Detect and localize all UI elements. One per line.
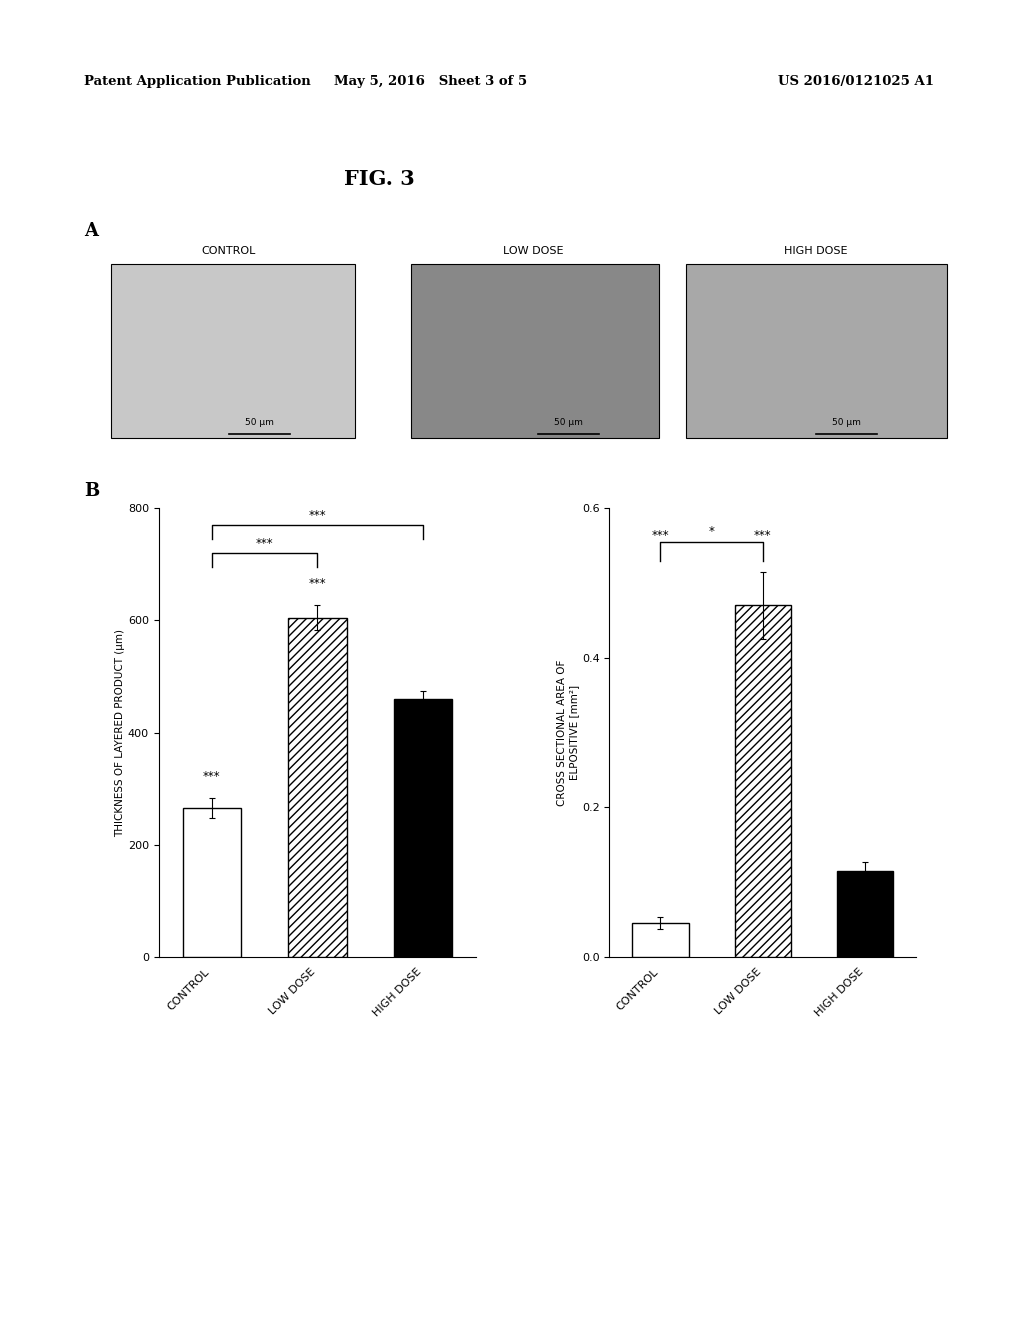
FancyBboxPatch shape	[112, 264, 355, 438]
Text: FIG. 3: FIG. 3	[343, 169, 415, 189]
Text: ***: ***	[308, 577, 327, 590]
Y-axis label: THICKNESS OF LAYERED PRODUCT (μm): THICKNESS OF LAYERED PRODUCT (μm)	[115, 628, 125, 837]
Text: US 2016/0121025 A1: US 2016/0121025 A1	[778, 75, 934, 88]
Text: ***: ***	[651, 529, 670, 541]
Y-axis label: CROSS SECTIONAL AREA OF
ELPOSITIVE [mm²]: CROSS SECTIONAL AREA OF ELPOSITIVE [mm²]	[557, 660, 579, 805]
FancyBboxPatch shape	[412, 264, 659, 438]
Text: 50 μm: 50 μm	[554, 418, 583, 428]
FancyBboxPatch shape	[686, 264, 946, 438]
Bar	[838, 871, 893, 957]
Text: ***: ***	[203, 770, 220, 783]
Text: ***: ***	[256, 537, 273, 550]
Bar	[633, 924, 689, 957]
Bar	[289, 618, 346, 957]
Bar	[394, 700, 453, 957]
Text: A: A	[84, 222, 98, 240]
Text: ***: ***	[308, 510, 327, 523]
Text: LOW DOSE: LOW DOSE	[503, 247, 563, 256]
Text: 50 μm: 50 μm	[833, 418, 861, 428]
Text: ***: ***	[754, 529, 772, 541]
Text: *: *	[709, 525, 715, 539]
Bar	[182, 808, 241, 957]
Text: HIGH DOSE: HIGH DOSE	[784, 247, 848, 256]
Text: May 5, 2016   Sheet 3 of 5: May 5, 2016 Sheet 3 of 5	[334, 75, 526, 88]
Text: 50 μm: 50 μm	[245, 418, 273, 428]
Text: CONTROL: CONTROL	[202, 247, 256, 256]
Text: B: B	[84, 482, 99, 500]
Bar	[735, 606, 791, 957]
Text: Patent Application Publication: Patent Application Publication	[84, 75, 310, 88]
